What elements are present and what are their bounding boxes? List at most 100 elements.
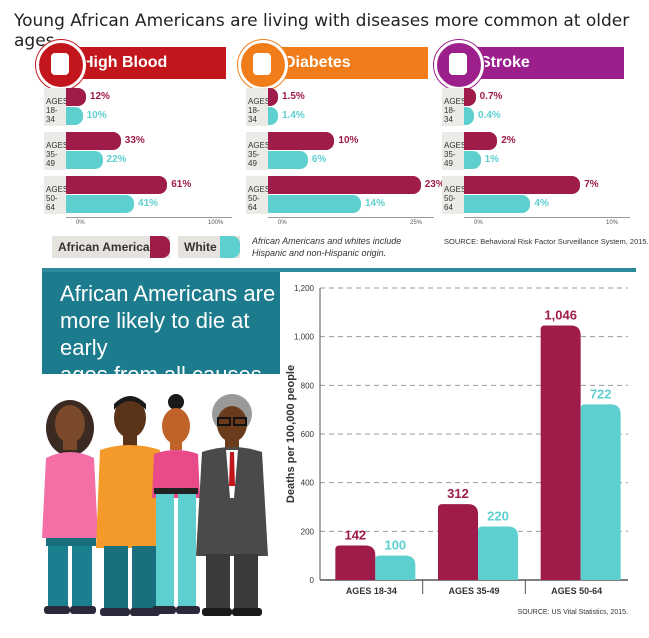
age-group-label: AGES 18-34 xyxy=(44,88,69,126)
source-bottom: SOURCE: US Vital Statistics, 2015. xyxy=(518,609,628,616)
age-word: AGES xyxy=(46,97,69,106)
bar-african-american xyxy=(66,88,86,106)
bar-african-american xyxy=(66,132,121,150)
value-label-white: 22% xyxy=(106,154,127,165)
y-tick-label: 800 xyxy=(301,381,315,390)
deaths-bar-chart: Deaths per 100,000 people 0 200 400 600 800 1,… xyxy=(285,284,628,616)
legend-w-swatch xyxy=(220,236,240,258)
age-range: 35-49 xyxy=(444,150,456,168)
glucose-meter-icon xyxy=(238,40,288,90)
legend-african-american-label: African American xyxy=(58,240,157,254)
bar-white xyxy=(268,107,278,125)
y-tick-label: 1,200 xyxy=(294,284,315,293)
axis-tick-label: 0% xyxy=(278,220,287,226)
age-word: AGES xyxy=(444,185,467,194)
value-label-african-american: 0.7% xyxy=(479,91,503,102)
y-tick-label: 1,000 xyxy=(294,333,315,342)
axis-tick-label: 0% xyxy=(76,220,85,226)
bar-african-american xyxy=(268,176,421,194)
bar-value-label: 722 xyxy=(590,386,612,401)
category-label: AGES 35-49 xyxy=(448,586,499,596)
callout-text: African Americans are more likely to die… xyxy=(60,280,280,388)
glucose-meter-icon-inner xyxy=(253,53,271,75)
bar-value-label: 142 xyxy=(344,527,366,542)
bar-african-american xyxy=(464,132,498,150)
callout-box xyxy=(42,272,280,374)
value-label-white: 41% xyxy=(138,198,159,209)
age-range: 50-64 xyxy=(248,194,260,212)
bar-african-american xyxy=(540,325,581,580)
axis-tick-label: 0% xyxy=(474,220,483,226)
bar-white xyxy=(375,555,416,580)
person-woman-teal-icon xyxy=(152,394,200,614)
y-tick-label: 0 xyxy=(310,576,315,585)
value-label-african-american: 1.5% xyxy=(282,91,305,102)
age-word: AGES xyxy=(46,141,69,150)
value-label-white: 14% xyxy=(364,198,385,209)
panel-axis xyxy=(66,217,232,218)
age-group-label: AGES 50-64 xyxy=(246,176,270,214)
panel-axis xyxy=(464,217,630,218)
age-word: AGES xyxy=(248,97,271,106)
bar-african-american xyxy=(268,132,335,150)
panel-title: Diabetes xyxy=(278,47,428,79)
brain-icon-inner xyxy=(449,53,467,75)
value-label-african-american: 7% xyxy=(584,179,599,190)
axis-tick-label: 25% xyxy=(410,220,423,226)
bar-white xyxy=(580,404,621,580)
age-word: AGES xyxy=(248,141,271,150)
person-elder-man-icon xyxy=(196,394,268,616)
age-range: 35-49 xyxy=(46,150,58,168)
legend-white-label: White xyxy=(184,240,217,254)
age-range: 50-64 xyxy=(46,194,58,212)
age-group-label: AGES 18-34 xyxy=(246,88,271,126)
bar-white xyxy=(268,151,308,169)
callout-line-2: more likely to die at early xyxy=(60,308,250,360)
person-man-orange-icon xyxy=(96,396,164,616)
panel-title: Stroke xyxy=(474,47,624,79)
panel-axis xyxy=(268,217,434,218)
person-woman-pink-icon xyxy=(42,400,98,614)
age-group-label: AGES 35-49 xyxy=(246,132,271,170)
panel-stroke: Stroke AGES 18-34 0.7% 0.4% AGES 35-49 2% 1% AGES… xyxy=(434,40,630,245)
people-illustration xyxy=(42,394,268,616)
origin-note-line-2: Hispanic and non-Hispanic origin. xyxy=(252,248,387,258)
axis-tick-label: 10% xyxy=(606,220,619,226)
bar-african-american xyxy=(438,504,478,580)
value-label-african-american: 2% xyxy=(501,135,516,146)
value-label-african-american: 10% xyxy=(338,135,359,146)
bar-white xyxy=(66,107,83,125)
y-tick-label: 600 xyxy=(301,430,315,439)
bar-african-american xyxy=(66,176,168,194)
value-label-white: 1% xyxy=(484,154,500,165)
bar-white xyxy=(464,151,481,169)
age-group-label: AGES 35-49 xyxy=(44,132,69,170)
value-label-white: 1.4% xyxy=(282,110,305,121)
y-tick-label: 200 xyxy=(301,527,315,536)
age-word: AGES xyxy=(444,141,467,150)
age-range: 18-34 xyxy=(248,106,260,124)
age-range: 18-34 xyxy=(444,106,456,124)
age-word: AGES xyxy=(46,185,69,194)
bar-value-label: 100 xyxy=(384,538,406,553)
age-range: 50-64 xyxy=(444,194,456,212)
panel-high-blood-pressure: High Blood Pressure AGES 18-34 12% 10% AGES 35… xyxy=(36,40,232,245)
bar-white xyxy=(66,151,103,169)
age-word: AGES xyxy=(444,97,467,106)
section-divider xyxy=(42,268,636,272)
category-label: AGES 50-64 xyxy=(551,586,602,596)
category-label: AGES 18-34 xyxy=(346,586,397,596)
axis-tick-label: 100% xyxy=(208,220,224,226)
legend-african-american: African American xyxy=(52,236,170,258)
panel-diabetes: Diabetes AGES 18-34 1.5% 1.4% AGES 35-49 10% 6% A… xyxy=(238,40,445,245)
blood-pressure-icon xyxy=(36,40,86,90)
age-group-label: AGES 50-64 xyxy=(44,176,69,214)
value-label-white: 10% xyxy=(86,110,107,121)
legend-aa-swatch xyxy=(150,236,170,258)
value-label-white: 6% xyxy=(311,154,327,165)
age-range: 18-34 xyxy=(46,106,58,124)
bar-white xyxy=(464,107,474,125)
age-group-label: AGES 18-34 xyxy=(442,88,467,126)
value-label-white: 0.4% xyxy=(478,110,501,121)
blood-pressure-icon-inner xyxy=(51,53,69,75)
